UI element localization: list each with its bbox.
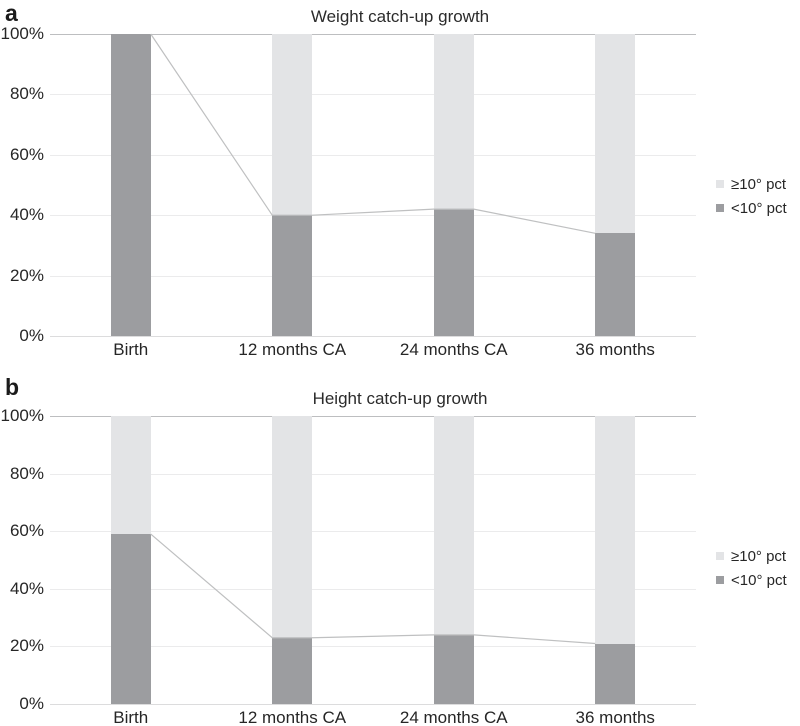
y-axis-tick-60pct: 60% (9, 144, 44, 164)
x-axis-label-12-months-ca: 12 months CA (238, 708, 347, 726)
legend-label-lt-10-pct: <10° pct (731, 571, 787, 589)
y-axis-tick-80pct: 80% (9, 84, 44, 104)
legend-label-ge-10-pct: ≥10° pct (731, 547, 787, 565)
panel-label-b: b (5, 374, 20, 400)
y-axis-tick-100pct: 100% (0, 406, 44, 425)
legend-item-ge-10-pct: ≥10° pct (716, 172, 787, 196)
bar-b-36-months-ge-10-pct (595, 416, 636, 644)
gridline-60pct (50, 155, 696, 156)
gridline-0pct (50, 336, 696, 337)
legend-weight: ≥10° pct <10° pct (716, 172, 787, 220)
bar-a-24-months-ca-lt-10-pct (433, 209, 474, 336)
bar-b-12-months-ca-ge-10-pct (272, 416, 313, 638)
chart-title-weight: Weight catch-up growth (310, 7, 490, 26)
chart-title-height: Height catch-up growth (312, 389, 488, 408)
y-axis-tick-40pct: 40% (9, 578, 44, 598)
x-axis-label-12-months-ca: 12 months CA (238, 340, 347, 359)
legend-item-lt-10-pct: <10° pct (716, 196, 787, 220)
legend-swatch-lt-10-pct (716, 204, 724, 212)
legend-swatch-lt-10-pct (716, 576, 724, 584)
x-axis-label-birth: Birth (113, 340, 149, 359)
bar-a-12-months-ca-ge-10-pct (272, 34, 313, 216)
y-axis-tick-20pct: 20% (9, 265, 44, 285)
bar-b-12-months-ca-lt-10-pct (272, 637, 313, 704)
gridline-40pct (50, 215, 696, 216)
y-axis-tick-0pct: 0% (19, 326, 44, 345)
bar-a-birth-lt-10-pct (110, 34, 151, 336)
x-axis-label-birth: Birth (113, 708, 149, 726)
bar-a-24-months-ca-ge-10-pct (433, 34, 474, 210)
gridline-60pct (50, 531, 696, 532)
y-axis-tick-80pct: 80% (9, 463, 44, 483)
connector-line-a (150, 33, 596, 234)
bar-a-36-months-lt-10-pct (595, 233, 636, 336)
gridline-80pct (50, 474, 696, 475)
bar-b-36-months-lt-10-pct (595, 643, 636, 704)
panel-label-a: a (5, 0, 18, 26)
connector-line-b (150, 533, 596, 645)
gridline-100pct (50, 416, 696, 417)
x-axis-label-24-months-ca: 24 months CA (399, 708, 508, 726)
legend-swatch-ge-10-pct (716, 552, 724, 560)
gridline-100pct (50, 34, 696, 35)
legend-item-ge-10-pct: ≥10° pct (716, 544, 787, 568)
y-axis-tick-100pct: 100% (0, 24, 44, 43)
gridline-0pct (50, 704, 696, 705)
legend-item-lt-10-pct: <10° pct (716, 568, 787, 592)
plot-area-weight (50, 33, 696, 337)
legend-swatch-ge-10-pct (716, 180, 724, 188)
bar-a-36-months-ge-10-pct (595, 34, 636, 234)
y-axis-tick-20pct: 20% (9, 636, 44, 656)
y-axis-tick-60pct: 60% (9, 521, 44, 541)
gridline-80pct (50, 94, 696, 95)
legend-label-lt-10-pct: <10° pct (731, 199, 787, 217)
plot-area-height (50, 416, 696, 705)
y-axis-tick-0pct: 0% (19, 694, 44, 713)
y-axis-tick-40pct: 40% (9, 205, 44, 225)
x-axis-label-36-months: 36 months (575, 708, 655, 726)
x-axis-label-24-months-ca: 24 months CA (399, 340, 508, 359)
bar-b-24-months-ca-ge-10-pct (433, 416, 474, 635)
bar-b-birth-lt-10-pct (110, 534, 151, 704)
legend-label-ge-10-pct: ≥10° pct (731, 175, 787, 193)
bar-a-12-months-ca-lt-10-pct (272, 215, 313, 336)
gridline-20pct (50, 646, 696, 647)
gridline-40pct (50, 589, 696, 590)
gridline-20pct (50, 276, 696, 277)
panel-weight-chart: a Weight catch-up growth ≥10° pct <10° pc… (0, 0, 787, 359)
x-axis-label-36-months: 36 months (575, 340, 655, 359)
legend-height: ≥10° pct <10° pct (716, 544, 787, 592)
bar-b-24-months-ca-lt-10-pct (433, 634, 474, 704)
bar-b-birth-ge-10-pct (110, 416, 151, 535)
panel-height-chart: b Height catch-up growth ≥10° pct <10° pc… (0, 372, 800, 726)
